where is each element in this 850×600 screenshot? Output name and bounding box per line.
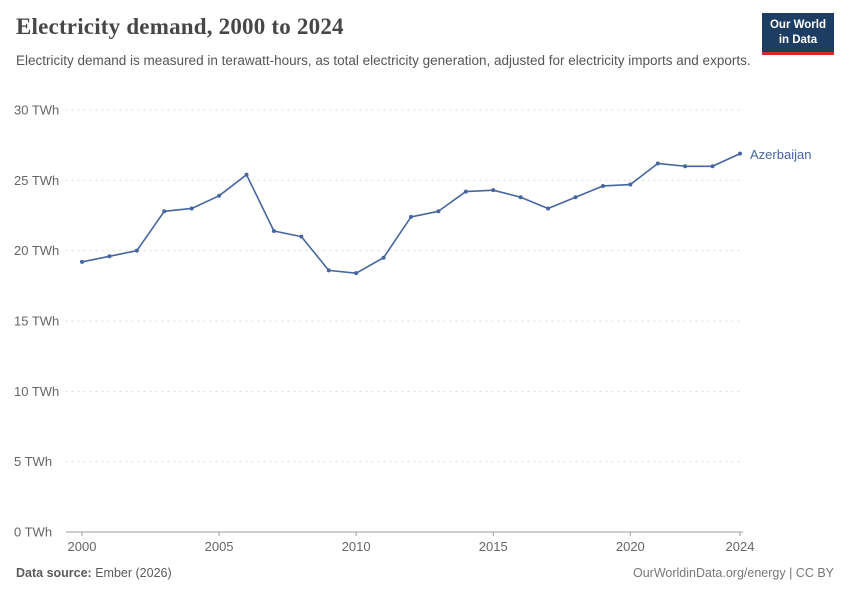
chart-footer: Data source: Ember (2026) OurWorldinData… (16, 566, 834, 580)
series-end-label: Azerbaijan (750, 146, 812, 162)
data-point (546, 206, 551, 211)
page-subtitle: Electricity demand is measured in terawa… (16, 53, 751, 68)
data-point (162, 209, 167, 214)
data-point (738, 151, 742, 156)
data-point (655, 161, 660, 166)
x-axis-label: 2020 (616, 539, 645, 554)
y-axis-label: 30 TWh (14, 103, 59, 118)
owid-logo-line1: Our World (769, 19, 826, 31)
footer-credit-link[interactable]: OurWorldinData.org/energy | CC BY (632, 566, 834, 580)
data-source-value: Ember (2026) (95, 566, 172, 580)
x-axis-label: 2015 (479, 539, 508, 554)
y-axis-label: 10 TWh (14, 384, 59, 399)
data-point (573, 195, 578, 200)
data-point (217, 193, 222, 198)
data-point (491, 188, 496, 193)
y-axis-label: 25 TWh (14, 173, 59, 188)
data-point (518, 195, 523, 200)
data-point (299, 234, 304, 239)
data-point (271, 228, 276, 233)
owid-logo[interactable]: Our World in Data (761, 13, 834, 55)
x-axis-label: 2000 (68, 539, 97, 554)
data-point (244, 172, 249, 177)
y-axis-label: 20 TWh (14, 243, 59, 258)
data-point (326, 268, 331, 273)
x-axis-label: 2010 (342, 539, 371, 554)
data-point (107, 254, 112, 259)
data-point (710, 164, 715, 169)
data-point (134, 248, 139, 253)
data-source-label: Data source: (16, 566, 92, 580)
page-title: Electricity demand, 2000 to 2024 (16, 14, 344, 39)
data-point (436, 209, 441, 214)
data-point (409, 214, 413, 219)
owid-logo-line2: in Data (778, 33, 818, 46)
data-point (80, 259, 84, 264)
series-line (81, 152, 741, 274)
data-source: Data source: Ember (2026) (16, 566, 172, 580)
data-point (189, 206, 194, 211)
x-axis-label: 2024 (726, 539, 755, 554)
data-point (628, 182, 633, 187)
data-point (600, 183, 605, 188)
y-axis-label: 0 TWh (14, 525, 52, 540)
x-axis-label: 2005 (205, 539, 234, 554)
y-axis-label: 5 TWh (14, 454, 52, 469)
data-point (463, 189, 468, 194)
data-point (683, 164, 688, 169)
data-point (354, 271, 359, 276)
data-point (381, 255, 386, 260)
y-axis-label: 15 TWh (14, 314, 59, 329)
